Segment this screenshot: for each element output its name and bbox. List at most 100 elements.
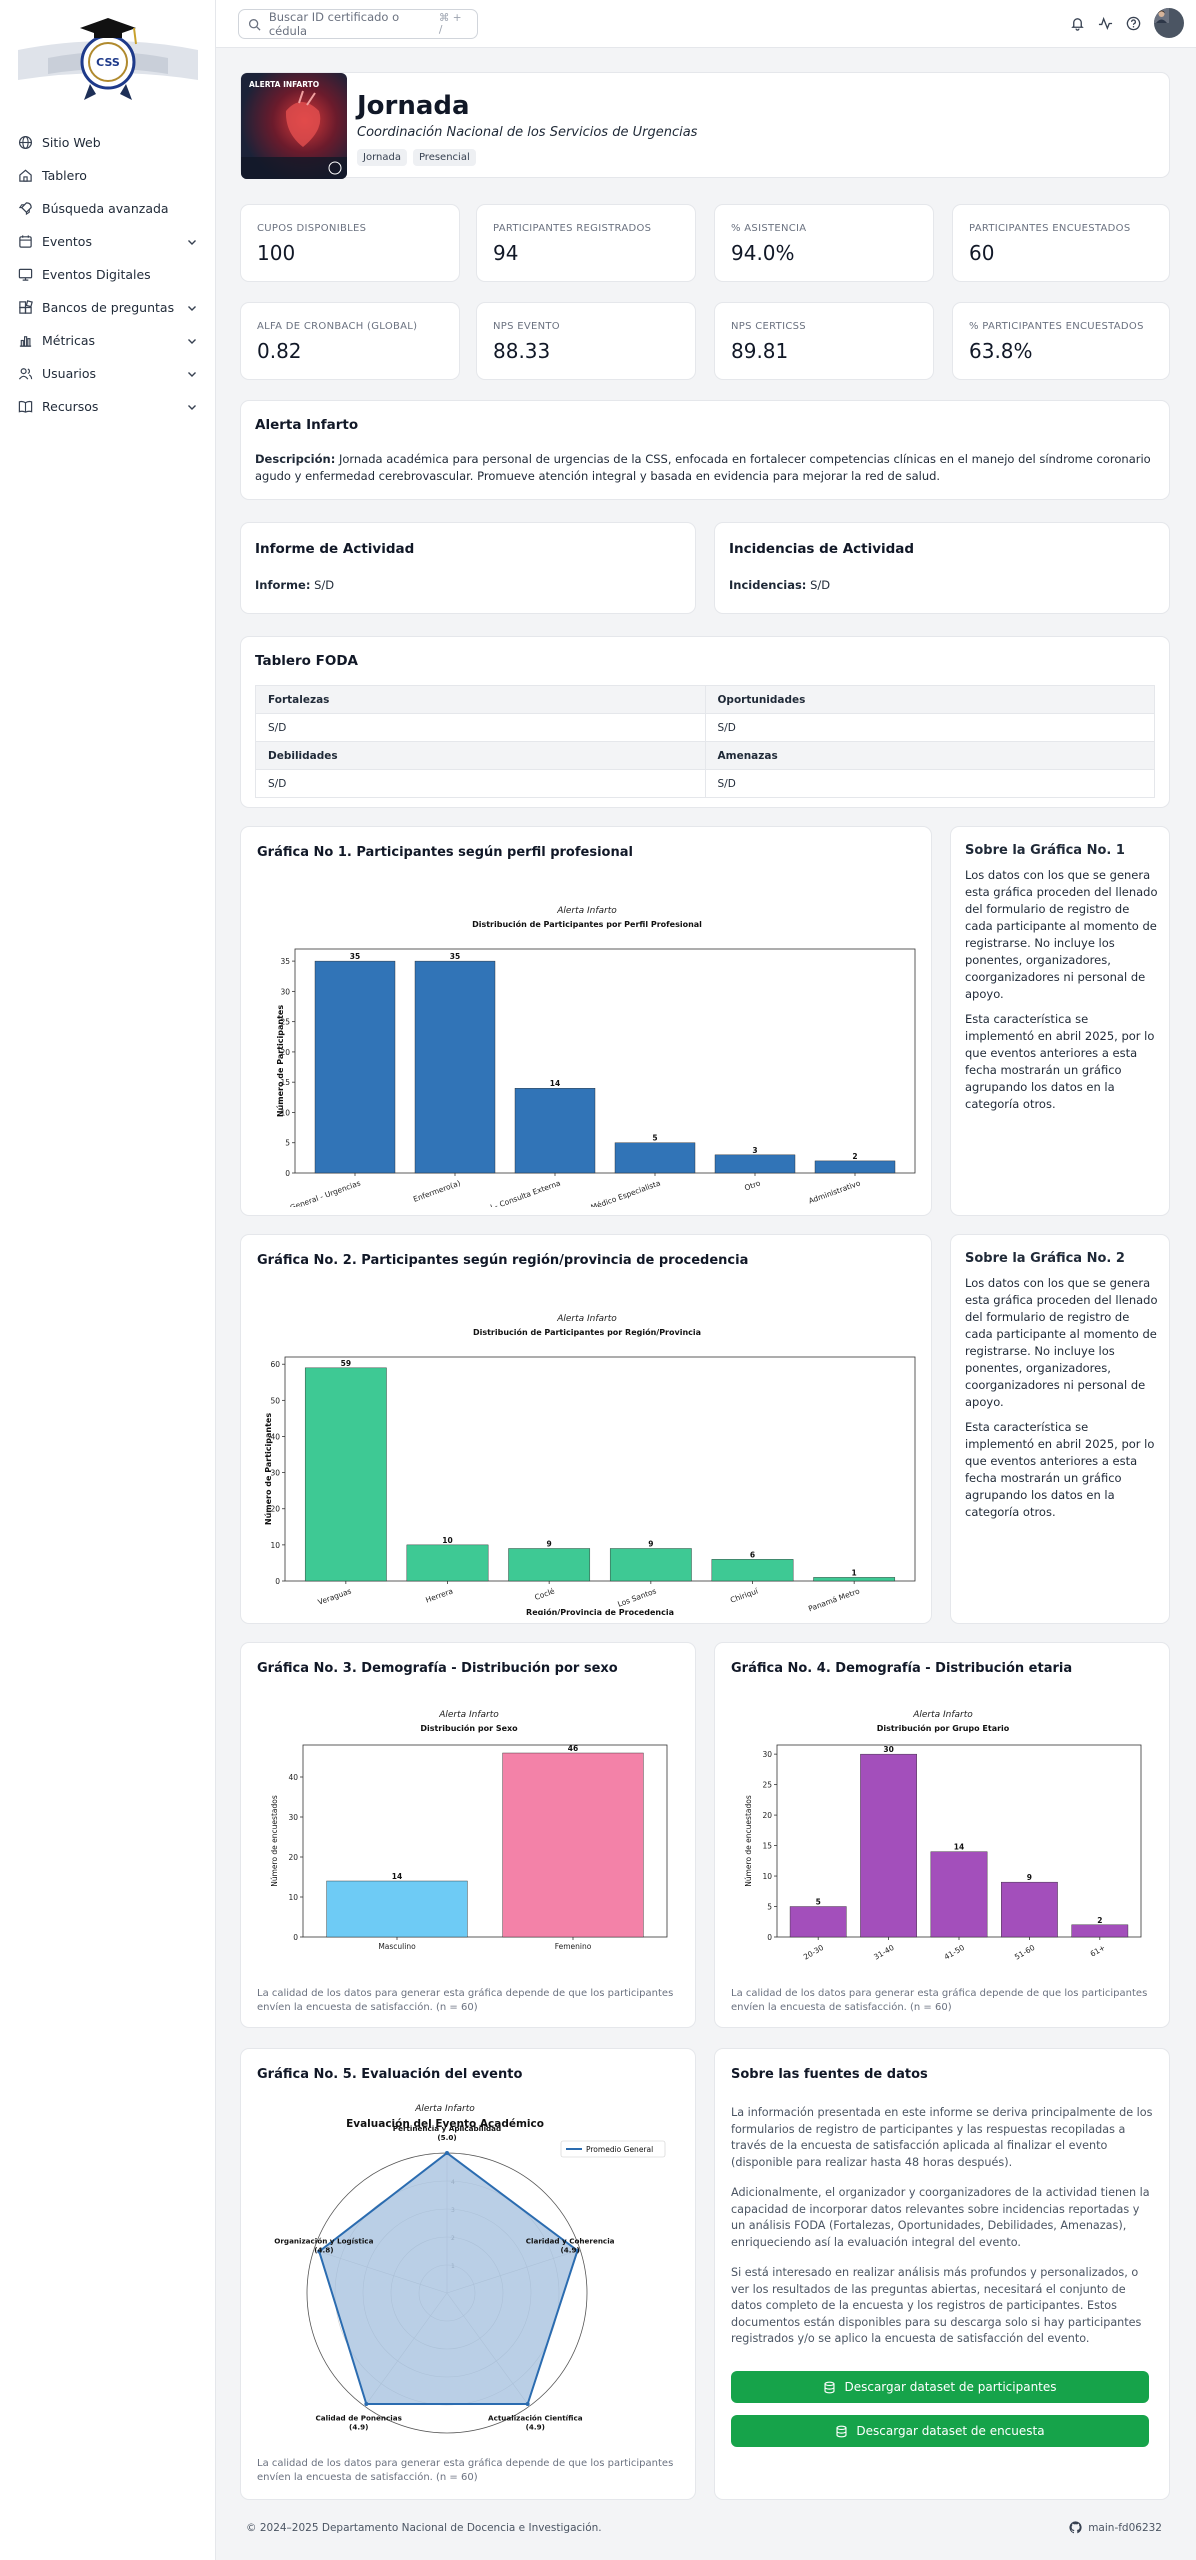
sidebar-item-recursos[interactable]: Recursos bbox=[0, 390, 216, 423]
data-label: 9 bbox=[648, 1539, 653, 1548]
chevron-down-icon[interactable] bbox=[186, 335, 198, 347]
x-tick-label: Panamá Metro bbox=[807, 1586, 861, 1613]
y-tick-label: 20 bbox=[762, 1811, 772, 1820]
radar-axis-label: Actualización Científica bbox=[488, 2413, 583, 2422]
bar bbox=[326, 1880, 468, 1938]
y-tick-label: 25 bbox=[280, 1018, 290, 1027]
sidebar-item-usuarios[interactable]: Usuarios bbox=[0, 357, 216, 390]
y-tick-label: 30 bbox=[288, 1813, 298, 1822]
report-card: Informe de Actividad Informe: S/D bbox=[240, 522, 696, 614]
x-tick-label: 31-40 bbox=[872, 1943, 896, 1962]
data-label: 5 bbox=[816, 1898, 821, 1907]
report-body: Informe: S/D bbox=[255, 577, 334, 594]
x-tick-label: Veraguas bbox=[317, 1586, 353, 1606]
sidebar-item-label: Recursos bbox=[42, 399, 99, 414]
search-placeholder: Buscar ID certificado o cédula bbox=[268, 10, 400, 38]
y-tick-label: 0 bbox=[767, 1933, 772, 1942]
radar-axis-label: Organización y Logística bbox=[274, 2237, 373, 2246]
search-input[interactable]: Buscar ID certificado o cédula ⌘ + / bbox=[238, 9, 478, 39]
chevron-down-icon[interactable] bbox=[186, 236, 198, 248]
css-logo[interactable]: CSS bbox=[18, 10, 198, 102]
foda-cell: S/D bbox=[255, 713, 706, 742]
sidebar-item-búsqueda-avanzada[interactable]: Búsqueda avanzada bbox=[0, 192, 216, 225]
y-tick-label: 20 bbox=[270, 1505, 280, 1514]
stat-label: PARTICIPANTES REGISTRADOS bbox=[493, 223, 652, 234]
radar-axis-value: (4.9) bbox=[349, 2422, 368, 2431]
x-tick-label: Herrera bbox=[424, 1586, 454, 1604]
legend-label: Promedio General bbox=[586, 2145, 653, 2154]
sidebar-item-label: Eventos bbox=[42, 234, 92, 249]
chart4-card: Gráfica No. 4. Demografía - Distribución… bbox=[714, 1642, 1170, 2028]
data-label: 1 bbox=[852, 1568, 857, 1577]
stat-value: 94 bbox=[493, 241, 519, 265]
bar bbox=[930, 1851, 988, 1938]
sidebar-item-bancos-de-preguntas[interactable]: Bancos de preguntas bbox=[0, 291, 216, 324]
radar-area bbox=[318, 2151, 579, 2405]
data-label: 30 bbox=[883, 1745, 893, 1754]
about-p1: Los datos con los que se genera esta grá… bbox=[965, 868, 1158, 1001]
foda-cell: S/D bbox=[255, 769, 706, 798]
chevron-down-icon[interactable] bbox=[186, 368, 198, 380]
sidebar-item-tablero[interactable]: Tablero bbox=[0, 159, 216, 192]
data-label: 46 bbox=[568, 1744, 578, 1753]
stat-value: 94.0% bbox=[731, 241, 795, 265]
y-tick-label: 30 bbox=[270, 1469, 280, 1478]
sidebar-item-eventos-digitales[interactable]: Eventos Digitales bbox=[0, 258, 216, 291]
y-tick-label: 10 bbox=[270, 1541, 280, 1550]
database-icon bbox=[836, 2425, 847, 2437]
radar-axis-value: (4.9) bbox=[526, 2422, 545, 2431]
chart2-title: Gráfica No. 2. Participantes según regió… bbox=[257, 1253, 749, 1268]
bar bbox=[714, 1154, 796, 1174]
stat-label: ALFA DE CRONBACH (GLOBAL) bbox=[257, 321, 418, 332]
data-label: 2 bbox=[1097, 1916, 1102, 1925]
foda-cell: S/D bbox=[704, 769, 1155, 798]
sidebar-item-label: Búsqueda avanzada bbox=[42, 201, 169, 216]
sidebar-item-sitio-web[interactable]: Sitio Web bbox=[0, 126, 216, 159]
help-icon[interactable] bbox=[1126, 16, 1141, 31]
y-tick-label: 20 bbox=[288, 1853, 298, 1862]
stat-card: % PARTICIPANTES ENCUESTADOS 63.8% bbox=[952, 302, 1170, 380]
bar bbox=[414, 960, 496, 1174]
chevron-down-icon[interactable] bbox=[186, 302, 198, 314]
x-tick-label: Médico Especialista bbox=[590, 1178, 662, 1207]
user-avatar[interactable] bbox=[1154, 8, 1184, 38]
stat-label: CUPOS DISPONIBLES bbox=[257, 223, 367, 234]
x-tick-label: 41-50 bbox=[943, 1943, 967, 1962]
chart2-svg: Alerta Infarto Distribución de Participan… bbox=[264, 1314, 916, 1615]
y-axis-label: Número de Participantes bbox=[276, 1005, 285, 1117]
search-shortcut: ⌘ + / bbox=[438, 12, 462, 36]
data-label: 10 bbox=[442, 1536, 452, 1545]
x-tick-label: Masculino bbox=[378, 1942, 416, 1951]
y-axis-label: Número de encuestados bbox=[744, 1795, 753, 1887]
bar bbox=[304, 1367, 387, 1582]
footer-version[interactable]: main-fd06232 bbox=[1069, 2521, 1162, 2534]
chart3-title: Gráfica No. 3. Demografía - Distribución… bbox=[257, 1661, 618, 1676]
about-p2: Esta característica se implementó en abr… bbox=[965, 1420, 1155, 1519]
x-tick-label: Otro bbox=[743, 1178, 762, 1192]
chevron-down-icon[interactable] bbox=[186, 401, 198, 413]
stat-label: PARTICIPANTES ENCUESTADOS bbox=[969, 223, 1131, 234]
y-tick-label: 50 bbox=[270, 1396, 280, 1405]
bell-icon[interactable] bbox=[1070, 16, 1085, 31]
y-tick-label: 5 bbox=[285, 1139, 290, 1148]
bar bbox=[711, 1559, 794, 1582]
data-label: 35 bbox=[350, 952, 360, 961]
rocket-icon bbox=[18, 202, 32, 216]
bar bbox=[314, 960, 396, 1174]
sidebar-item-eventos[interactable]: Eventos bbox=[0, 225, 216, 258]
sidebar-item-label: Métricas bbox=[42, 333, 96, 348]
data-label: 6 bbox=[750, 1550, 755, 1559]
download-participants-button[interactable]: Descargar dataset de participantes bbox=[731, 2371, 1149, 2403]
stat-card: NPS CERTICSS 89.81 bbox=[714, 302, 934, 380]
x-tick-label: Femenino bbox=[555, 1942, 592, 1951]
activity-icon[interactable] bbox=[1098, 16, 1113, 31]
about-chart1-text: Los datos con los que se genera esta grá… bbox=[965, 867, 1160, 1113]
chart4-note: La calidad de los datos para generar est… bbox=[731, 1988, 1148, 2013]
topbar: Buscar ID certificado o cédula ⌘ + / bbox=[216, 0, 1196, 48]
download-survey-button[interactable]: Descargar dataset de encuesta bbox=[731, 2415, 1149, 2447]
bar bbox=[860, 1753, 917, 1938]
chart1-svg: Alerta Infarto Distribución de Participan… bbox=[261, 906, 916, 1207]
plot-frame bbox=[302, 1744, 668, 1938]
event-tag: Jornada bbox=[357, 149, 407, 166]
sidebar-item-métricas[interactable]: Métricas bbox=[0, 324, 216, 357]
